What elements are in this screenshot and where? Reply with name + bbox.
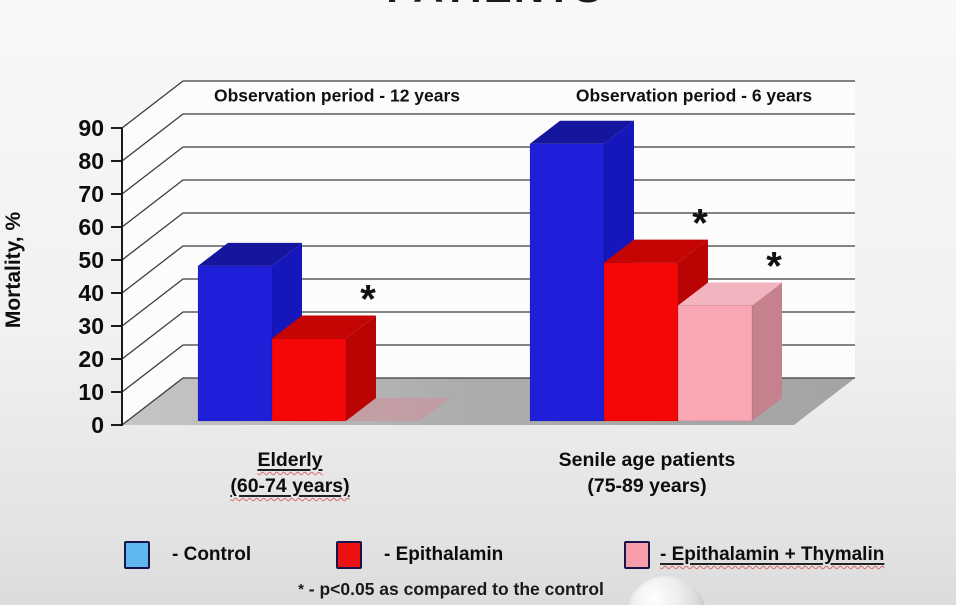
- legend-label-epithalamin: - Epithalamin: [384, 544, 504, 565]
- bar-control-group2: [529, 143, 605, 422]
- category-label-senile-line2: (75-89 years): [587, 475, 707, 497]
- bar-control-group1-top: [198, 242, 302, 266]
- significance-footnote: * - p<0.05 as compared to the control: [298, 579, 604, 600]
- asterisk-marker: *: [298, 581, 304, 598]
- bar-epithalamin-thymalin-group2-side: [752, 282, 782, 421]
- bar-control-group1: [197, 265, 273, 422]
- gridline-80: [121, 113, 855, 162]
- bar-epithalamin-group2-top: [604, 239, 708, 263]
- bar-epithalamin-group2: [603, 262, 679, 422]
- category-label-elderly: Elderly (60-74 years): [230, 447, 349, 499]
- legend-swatch-epithalamin-thymalin: [624, 541, 650, 569]
- category-label-senile-line1: Senile age patients: [558, 449, 736, 471]
- y-tick-label-50: 50: [78, 247, 104, 273]
- gridline-90: [121, 80, 855, 129]
- y-tick-label-0: 0: [91, 412, 104, 438]
- category-label-senile: Senile age patients (75-89 years): [559, 447, 736, 499]
- y-tick-label-40: 40: [78, 280, 104, 306]
- legend-item-epithalamin-thymalin: - Epithalamin + Thymalin: [624, 541, 884, 569]
- y-tick-label-90: 90: [78, 115, 104, 141]
- y-tick-label-80: 80: [78, 148, 104, 174]
- y-tick-label-30: 30: [78, 313, 104, 339]
- slide-title: PATIENTS: [386, 0, 603, 12]
- bar-epithalamin-group1-top: [272, 315, 376, 339]
- legend-label-epithalamin-thymalin: - Epithalamin + Thymalin: [660, 544, 885, 565]
- legend-label-control: - Control: [172, 544, 252, 565]
- significance-asterisk-epithalamin-thymalin-group2: *: [766, 245, 782, 289]
- observation-period-label-12y: Observation period - 12 years: [213, 85, 461, 106]
- bar-epithalamin-thymalin-group2-top: [678, 282, 782, 306]
- y-tick-label-60: 60: [78, 214, 104, 240]
- bar-epithalamin-thymalin-group2: [677, 305, 753, 422]
- observation-period-label-6y: Observation period - 6 years: [575, 85, 813, 106]
- bar-control-group2-top: [530, 120, 634, 144]
- bar-epithalamin-group1: [271, 338, 347, 422]
- footnote-text: - p<0.05 as compared to the control: [308, 579, 604, 599]
- legend-swatch-control: [124, 541, 150, 569]
- category-label-elderly-line1: Elderly: [257, 449, 323, 471]
- side-wall: [122, 81, 183, 425]
- significance-asterisk-epithalamin-group2: *: [692, 202, 708, 246]
- legend-swatch-epithalamin: [336, 541, 362, 569]
- y-tick-label-10: 10: [78, 379, 104, 405]
- y-axis-title: Mortality, %: [2, 211, 25, 329]
- significance-asterisk-epithalamin-group1: *: [360, 278, 376, 322]
- y-tick-label-70: 70: [78, 181, 104, 207]
- category-label-elderly-line2: (60-74 years): [230, 475, 350, 497]
- legend-item-epithalamin: - Epithalamin: [336, 541, 503, 569]
- y-tick-label-20: 20: [78, 346, 104, 372]
- legend: - Control - Epithalamin - Epithalamin + …: [0, 541, 956, 569]
- bar-epithalamin-group1-side: [346, 315, 376, 421]
- legend-item-control: - Control: [124, 541, 251, 569]
- bar-epithalamin-thymalin-group1-flat: [346, 398, 450, 421]
